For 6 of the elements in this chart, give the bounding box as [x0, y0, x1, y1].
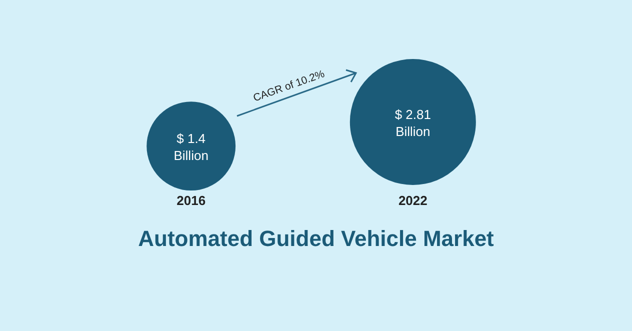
text: Automated Guided Vehicle Market	[137, 226, 495, 252]
x-tick-label: 2016	[176, 193, 206, 208]
x-tick-label: 2022	[398, 193, 428, 208]
data-label: $ 2.81 Billion	[394, 107, 431, 139]
text: CAGR of 10.2%	[252, 68, 326, 104]
data-label: $ 1.4 Billion	[174, 131, 208, 164]
